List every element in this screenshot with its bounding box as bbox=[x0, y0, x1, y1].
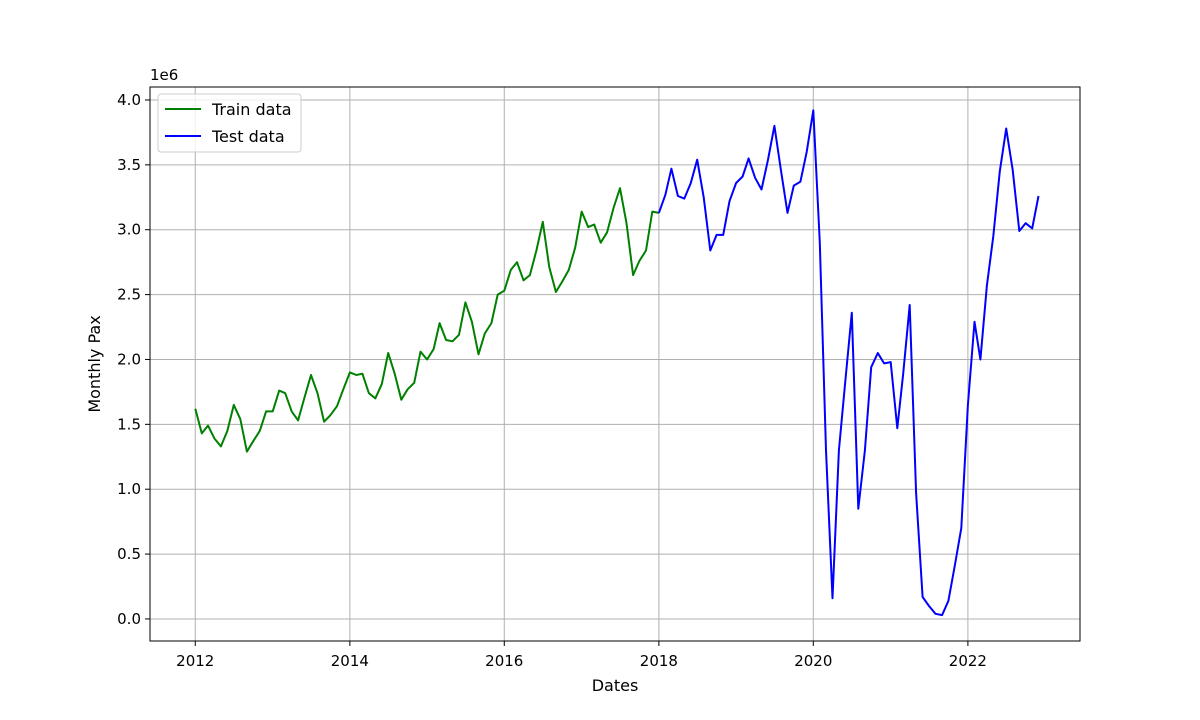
legend-label: Test data bbox=[211, 127, 285, 146]
plot-frame bbox=[149, 86, 1081, 642]
grid bbox=[150, 87, 1080, 641]
x-tick-label: 2016 bbox=[485, 652, 523, 670]
series-line-train-data bbox=[194, 187, 660, 453]
legend-label: Train data bbox=[211, 100, 292, 119]
series-line-test-data bbox=[657, 109, 1040, 617]
x-tick-label: 2020 bbox=[794, 652, 832, 670]
y-tick-label: 0.5 bbox=[117, 545, 141, 563]
y-axis-ticks: 0.0 0.5 1.0 1.5 2.0 2.5 3.0 3.5 4.0 bbox=[117, 91, 150, 628]
x-axis-ticks: 2012 2014 2016 2018 2020 2022 bbox=[176, 641, 987, 670]
x-tick-label: 2022 bbox=[949, 652, 987, 670]
y-tick-label: 0.0 bbox=[117, 610, 141, 628]
x-tick-label: 2012 bbox=[176, 652, 214, 670]
y-tick-label: 3.0 bbox=[117, 221, 141, 239]
series-layer bbox=[194, 109, 1040, 617]
x-tick-label: 2014 bbox=[331, 652, 369, 670]
y-tick-label: 3.5 bbox=[117, 156, 141, 174]
y-tick-label: 2.5 bbox=[117, 286, 141, 304]
y-axis-offset-label: 1e6 bbox=[150, 66, 178, 84]
x-tick-label: 2018 bbox=[640, 652, 678, 670]
y-tick-label: 2.0 bbox=[117, 350, 141, 368]
y-tick-label: 1.5 bbox=[117, 415, 141, 433]
y-tick-label: 1.0 bbox=[117, 480, 141, 498]
y-tick-label: 4.0 bbox=[117, 91, 141, 109]
legend: Train data Test data bbox=[157, 93, 302, 153]
x-axis-label: Dates bbox=[592, 676, 639, 695]
y-axis-label: Monthly Pax bbox=[85, 315, 104, 412]
